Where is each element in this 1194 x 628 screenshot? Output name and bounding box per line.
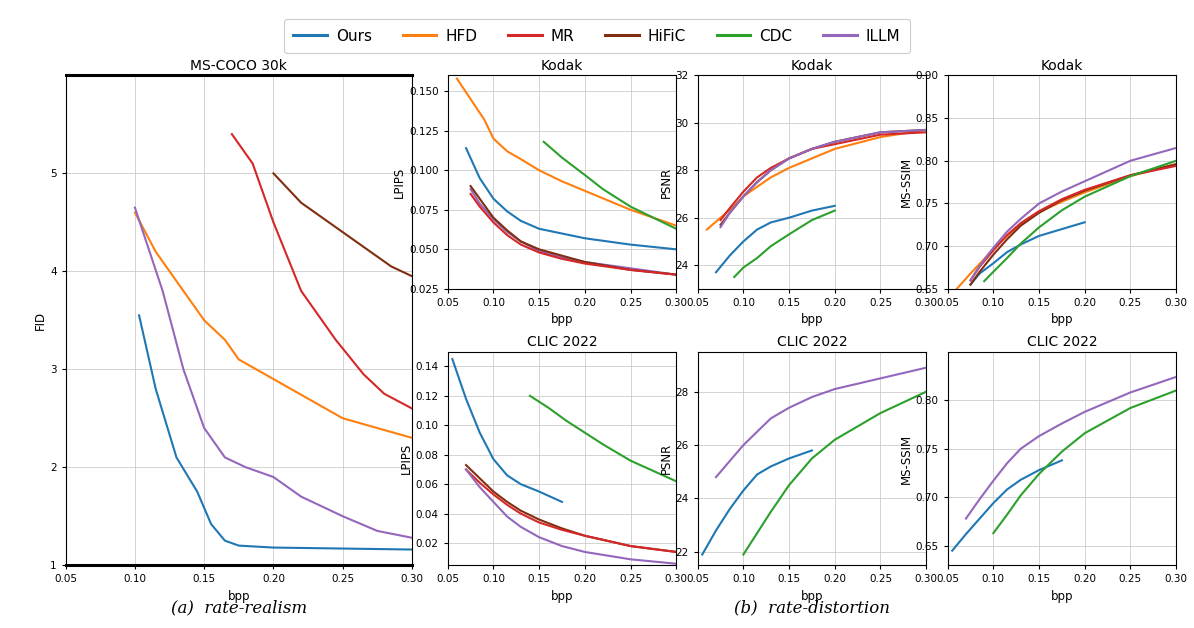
X-axis label: bpp: bpp — [1051, 313, 1073, 327]
Y-axis label: FID: FID — [35, 311, 48, 330]
Y-axis label: PSNR: PSNR — [659, 166, 672, 198]
Title: CLIC 2022: CLIC 2022 — [527, 335, 597, 349]
X-axis label: bpp: bpp — [801, 590, 823, 603]
X-axis label: bpp: bpp — [550, 313, 573, 327]
Title: CLIC 2022: CLIC 2022 — [1027, 335, 1097, 349]
Text: (a)  rate-realism: (a) rate-realism — [171, 599, 307, 616]
X-axis label: bpp: bpp — [550, 590, 573, 603]
X-axis label: bpp: bpp — [801, 313, 823, 327]
Legend: Ours, HFD, MR, HiFiC, CDC, ILLM: Ours, HFD, MR, HiFiC, CDC, ILLM — [284, 19, 910, 53]
Y-axis label: MS-SSIM: MS-SSIM — [900, 157, 912, 207]
Title: Kodak: Kodak — [541, 59, 583, 73]
Y-axis label: LPIPS: LPIPS — [400, 443, 413, 474]
Title: CLIC 2022: CLIC 2022 — [776, 335, 848, 349]
Y-axis label: PSNR: PSNR — [659, 443, 672, 474]
Title: Kodak: Kodak — [1041, 59, 1083, 73]
Y-axis label: MS-SSIM: MS-SSIM — [900, 433, 912, 484]
Title: Kodak: Kodak — [790, 59, 833, 73]
Text: (b)  rate-distortion: (b) rate-distortion — [734, 599, 890, 616]
Y-axis label: LPIPS: LPIPS — [393, 166, 406, 198]
X-axis label: bpp: bpp — [228, 590, 250, 603]
X-axis label: bpp: bpp — [1051, 590, 1073, 603]
Title: MS-COCO 30k: MS-COCO 30k — [190, 59, 288, 73]
